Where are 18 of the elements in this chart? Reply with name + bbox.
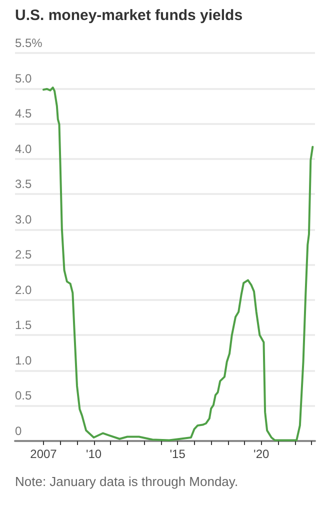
chart-title: U.S. money-market funds yields xyxy=(15,7,243,24)
y-tick-label: 2.0 xyxy=(15,282,32,297)
y-tick-label: 5.5% xyxy=(15,36,43,50)
x-tick-label: 2007 xyxy=(30,447,58,461)
y-tick-label: 2.5 xyxy=(15,248,32,262)
y-tick-label: 1.5 xyxy=(15,318,32,332)
x-tick-label: '20 xyxy=(254,447,270,461)
y-tick-label: 5.0 xyxy=(15,71,32,86)
y-tick-label: 4.0 xyxy=(15,142,32,156)
text: Note: January data is through Monday. xyxy=(15,474,238,489)
x-tick-label: '10 xyxy=(86,447,102,461)
y-tick-label: 0 xyxy=(15,424,22,438)
y-tick-label: 3.5 xyxy=(15,177,32,192)
y-tick-label: 3.0 xyxy=(15,212,32,226)
y-tick-label: 1.0 xyxy=(15,353,32,368)
x-tick-label: '15 xyxy=(170,447,186,461)
y-tick-label: 0.5 xyxy=(15,388,32,403)
y-tick-label: 4.5 xyxy=(15,106,32,121)
